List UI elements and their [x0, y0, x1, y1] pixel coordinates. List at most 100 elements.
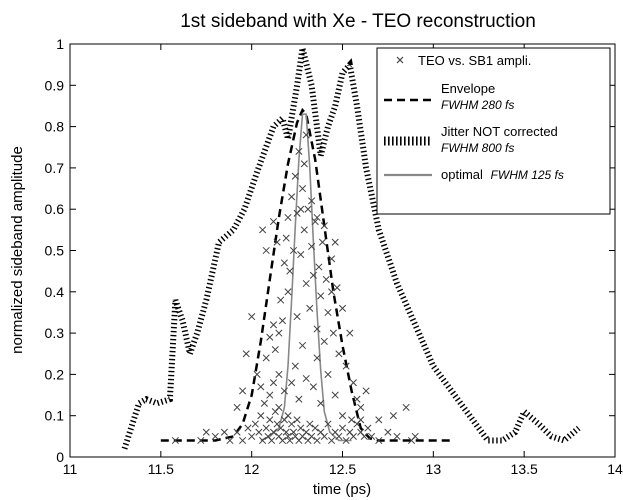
- scatter-point: [266, 333, 274, 341]
- x-tick-label: 13.5: [511, 461, 538, 477]
- scatter-point: [277, 296, 285, 304]
- y-axis-label: normalized sideband amplitude: [9, 146, 26, 354]
- scatter-point: [275, 370, 283, 378]
- chart-title: 1st sideband with Xe - TEO reconstructio…: [180, 11, 536, 32]
- scatter-point: [257, 412, 265, 420]
- scatter-point: [302, 279, 310, 288]
- scatter-point: [257, 383, 265, 391]
- scatter-point: [289, 428, 298, 436]
- scatter-point: [348, 416, 356, 424]
- scatter-point: [353, 395, 361, 403]
- scatter-point: [309, 383, 317, 391]
- scatter-point: [389, 412, 397, 420]
- scatter-point: [302, 374, 310, 383]
- scatter-point: [268, 436, 276, 445]
- scatter-point: [269, 428, 278, 436]
- scatter-point: [364, 424, 372, 432]
- scatter-point: [293, 416, 301, 424]
- scatter-point: [360, 432, 368, 440]
- legend-label-scatter: TEO vs. SB1 ampli.: [418, 53, 531, 68]
- scatter-point: [311, 218, 319, 226]
- scatter-point: [262, 424, 270, 432]
- y-tick-label: 0.3: [45, 325, 65, 341]
- jitter-line: [121, 47, 581, 450]
- scatter-point: [242, 350, 250, 358]
- scatter-point: [313, 213, 321, 222]
- scatter-point: [318, 238, 327, 246]
- x-tick-label: 12: [244, 461, 260, 477]
- legend-item-envelope: Envelope FWHM 280 fs: [384, 81, 514, 112]
- scatter-point: [262, 354, 270, 362]
- scatter-point: [197, 436, 205, 445]
- scatter-point: [331, 391, 339, 399]
- scatter-point: [338, 304, 347, 312]
- scatter-point: [411, 432, 419, 440]
- scatter-point: [266, 391, 274, 399]
- scatter-point: [375, 416, 383, 424]
- scatter-point: [269, 218, 278, 226]
- scatter-point: [273, 238, 281, 246]
- scatter-point: [302, 428, 310, 436]
- scatter-point: [313, 325, 321, 333]
- scatter-point: [291, 172, 299, 180]
- scatter-point: [233, 428, 241, 436]
- scatter-point: [211, 432, 219, 440]
- scatter-point: [295, 147, 303, 155]
- scatter-point: [220, 428, 228, 436]
- scatter-point: [317, 399, 325, 407]
- scatter-point: [349, 432, 357, 440]
- scatter-point: [239, 436, 247, 445]
- scatter-point: [393, 432, 401, 440]
- scatter-point: [315, 263, 323, 271]
- scatter-point: [384, 428, 392, 436]
- scatter-point: [335, 432, 343, 440]
- scatter-point: [300, 226, 308, 234]
- scatter-point: [275, 329, 283, 337]
- scatter-point: [297, 205, 305, 213]
- scatter-point: [295, 395, 303, 403]
- scatter-layer: [171, 131, 419, 445]
- scatter-point: [362, 387, 370, 395]
- x-tick-label: 11.5: [148, 461, 174, 477]
- scatter-point: [308, 432, 316, 440]
- legend-x-marker-icon: [396, 56, 404, 64]
- x-tick-label: 14: [607, 461, 623, 477]
- x-tick-label: 12.5: [329, 461, 356, 477]
- scatter-point: [244, 424, 252, 432]
- scatter-point: [298, 341, 307, 350]
- legend-box: [376, 47, 611, 215]
- scatter-point: [317, 292, 325, 300]
- scatter-point: [275, 403, 283, 411]
- scatter-point: [253, 370, 261, 378]
- scatter-point: [289, 246, 298, 255]
- scatter-point: [259, 226, 267, 234]
- scatter-point: [368, 432, 376, 440]
- scatter-point: [284, 288, 292, 296]
- y-tick-label: 0.6: [45, 201, 65, 217]
- scatter-point: [402, 403, 410, 411]
- scatter-point: [278, 317, 287, 325]
- scatter-point: [349, 379, 357, 387]
- scatter-point: [271, 346, 279, 354]
- scatter-point: [288, 420, 296, 428]
- scatter-point: [284, 213, 292, 222]
- scatter-point: [280, 387, 288, 395]
- scatter-point: [297, 424, 305, 432]
- scatter-point: [259, 436, 267, 445]
- scatter-point: [248, 432, 256, 440]
- scatter-point: [309, 271, 317, 279]
- scatter-point: [300, 160, 308, 168]
- optimal-line: [260, 113, 352, 442]
- x-tick-label: 13: [426, 461, 442, 477]
- scatter-point: [320, 337, 328, 345]
- scatter-point: [338, 412, 347, 420]
- y-tick-label: 0.7: [45, 160, 65, 176]
- y-tick-label: 0.8: [45, 119, 65, 135]
- scatter-point: [333, 284, 341, 292]
- legend-sub-optimal: FWHM 125 fs: [491, 168, 564, 182]
- scatter-point: [277, 424, 285, 432]
- legend: TEO vs. SB1 ampli. Envelope FWHM 280 fs …: [376, 47, 611, 215]
- scatter-point: [335, 350, 343, 358]
- scatter-point: [329, 329, 337, 337]
- legend-item-optimal: optimal FWHM 125 fs: [384, 167, 564, 182]
